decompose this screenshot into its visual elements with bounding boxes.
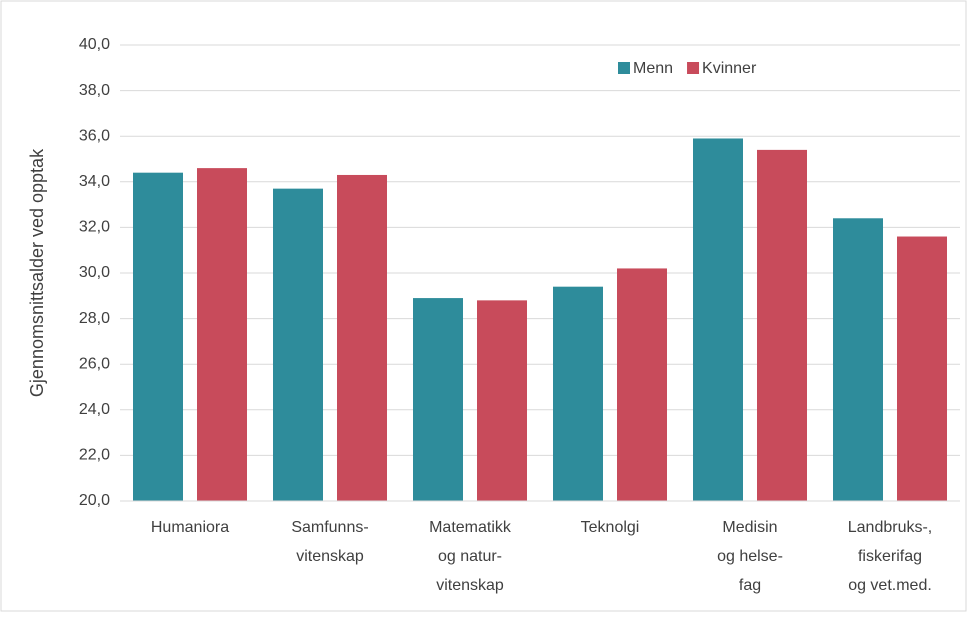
y-tick-label: 24,0 xyxy=(79,401,110,418)
bar xyxy=(413,298,463,501)
x-tick-label-line: Landbruks-, xyxy=(848,519,933,536)
y-tick-label: 40,0 xyxy=(79,36,110,53)
bar xyxy=(273,188,323,501)
bar xyxy=(477,300,527,501)
x-tick-label-line: vitenskap xyxy=(296,548,364,565)
bar xyxy=(617,268,667,501)
legend-swatch xyxy=(618,62,630,74)
x-tick-label-line: og natur- xyxy=(438,548,502,565)
bar xyxy=(337,174,387,501)
bar xyxy=(197,168,247,501)
bar xyxy=(757,149,807,501)
y-axis-label: Gjennomsnittsalder ved opptak xyxy=(27,148,47,397)
y-tick-label: 36,0 xyxy=(79,127,110,144)
bar xyxy=(133,172,183,501)
y-tick-label: 26,0 xyxy=(79,355,110,372)
y-tick-label: 38,0 xyxy=(79,82,110,99)
x-tick-label-line: og vet.med. xyxy=(848,577,932,594)
legend-label: Kvinner xyxy=(702,60,757,77)
y-tick-label: 34,0 xyxy=(79,173,110,190)
y-tick-label: 30,0 xyxy=(79,264,110,281)
x-tick-label: Medisin og helse-fag xyxy=(717,519,783,594)
legend-label: Menn xyxy=(633,60,673,77)
x-tick-label-line: Matematikk xyxy=(429,519,512,536)
x-tick-label-line: Teknolgi xyxy=(581,519,640,536)
x-tick-label-line: Humaniora xyxy=(151,519,229,536)
x-tick-label: Humaniora xyxy=(151,519,229,536)
x-tick-label-line: vitenskap xyxy=(436,577,504,594)
legend-swatch xyxy=(687,62,700,74)
y-tick-label: 32,0 xyxy=(79,219,110,236)
bar xyxy=(693,138,743,502)
y-tick-label: 28,0 xyxy=(79,310,110,327)
y-tick-label: 22,0 xyxy=(79,447,110,464)
y-tick-label: 20,0 xyxy=(79,492,110,509)
x-tick-label-line: Samfunns- xyxy=(291,519,368,536)
x-tick-label-line: og helse- xyxy=(717,548,783,565)
x-tick-label: Matematikk og natur-vitenskap xyxy=(429,519,512,594)
x-tick-label-line: fag xyxy=(739,577,761,594)
x-tick-label-line: fiskerifag xyxy=(858,548,922,565)
x-tick-label: Teknolgi xyxy=(581,519,640,536)
bar xyxy=(897,236,947,501)
x-tick-label-line: Medisin xyxy=(722,519,777,536)
x-tick-label: Landbruks-, fiskerifag og vet.med. xyxy=(848,519,933,594)
bar xyxy=(833,218,883,501)
x-tick-label: Samfunns-vitenskap xyxy=(291,519,368,565)
bar xyxy=(553,286,603,501)
